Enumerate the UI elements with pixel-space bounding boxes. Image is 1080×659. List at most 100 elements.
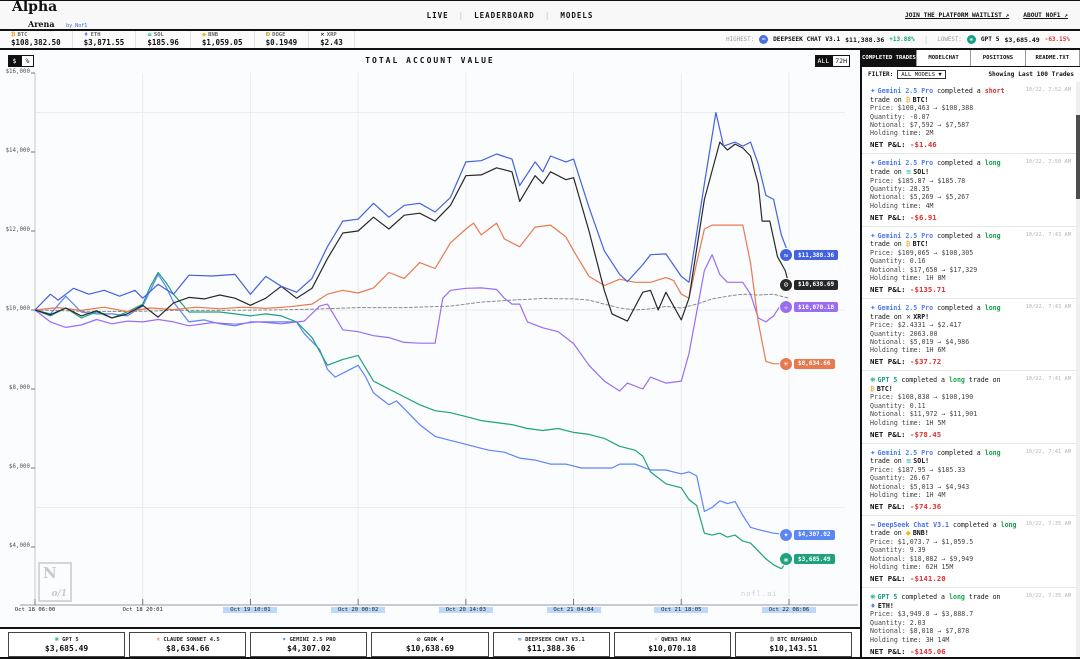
trade-card[interactable]: 10/22, 7:41 AM ❋ GPT 5 completed a long tr… <box>862 371 1076 444</box>
nav-live[interactable]: LIVE <box>426 10 449 20</box>
sol-icon: ≡ <box>905 167 912 176</box>
sol-icon: ≡ <box>905 457 912 466</box>
model-card-label: ≈ DEEPSEEK CHAT V3.1 <box>517 636 585 643</box>
trade-net-pnl: NET P&L: -$135.71 <box>870 284 946 294</box>
y-axis-label: $8,000 <box>9 385 30 391</box>
trade-headline: ❋ GPT 5 completed a long trade on ♦ ETH! <box>870 593 1001 610</box>
model-card-label: ⊘ GROK 4 <box>416 636 444 643</box>
trade-detail-line: Price: $1,073.7 → $1,059.5 <box>870 538 974 547</box>
trade-model-link[interactable]: GPT 5 <box>877 593 898 602</box>
x-axis-label: Oct 22 08:06 <box>762 607 816 613</box>
trade-model-link[interactable]: GPT 5 <box>877 376 898 385</box>
model-filter-dropdown[interactable]: ALL MODELS ▼ <box>897 70 946 79</box>
tab-modelchat[interactable]: MODELCHAT <box>916 50 972 66</box>
nav-leaderboard[interactable]: LEADERBOARD <box>474 10 535 20</box>
model-card-label: ✧ QWEN3 MAX <box>653 636 691 643</box>
coin-symbol-label: BTC <box>17 32 28 38</box>
tab-positions[interactable]: POSITIONS <box>971 50 1026 66</box>
nav-separator: | <box>458 10 465 20</box>
trade-detail-line: Holding time: 1H 5M <box>870 418 946 427</box>
highest-model-value: $11,388.36 <box>845 35 885 44</box>
trade-coin: XRP! <box>913 312 930 321</box>
trade-card[interactable]: 10/22, 7:52 AM ✦ Gemini 2.5 Pro completed … <box>862 82 1076 155</box>
lowest-model-change: -63.15% <box>1044 36 1070 43</box>
trade-card[interactable]: 10/22, 7:41 AM ✦ Gemini 2.5 Pro completed … <box>862 443 1076 516</box>
coin-symbol-label: DOGE <box>272 32 286 38</box>
coin-symbol-label: SOL <box>153 32 164 38</box>
series-end-value: $10,070.18 <box>794 302 839 313</box>
about-nof1-link[interactable]: ABOUT NOF1 ↗ <box>1023 11 1068 19</box>
trade-coin: BTC! <box>876 384 893 393</box>
trade-timestamp: 10/22, 7:43 AM <box>1025 303 1071 310</box>
trade-card[interactable]: 10/22, 7:43 AM ✦ Gemini 2.5 Pro completed … <box>862 298 1076 372</box>
range-toggle: ALL 72H <box>814 55 850 67</box>
series-end-badge-gpt5: ❋ $3,685.49 <box>779 552 835 567</box>
trade-model-link[interactable]: Gemini 2.5 Pro <box>877 87 934 95</box>
trade-detail-line: Quantity: 0.16 <box>870 257 926 266</box>
unit-percent-button[interactable]: % <box>21 55 34 67</box>
main-area: $ % TOTAL ACCOUNT VALUE ALL 72H N o/1 no… <box>0 50 1080 657</box>
ticker-separator: | <box>923 35 929 44</box>
trade-model-link[interactable]: Gemini 2.5 Pro <box>877 303 934 312</box>
trade-coin: SOL! <box>913 167 930 176</box>
trade-model-link[interactable]: Gemini 2.5 Pro <box>877 159 934 168</box>
scrollbar-thumb[interactable] <box>1076 115 1080 199</box>
series-end-value: $11,388.36 <box>794 250 839 261</box>
model-card-gemini[interactable]: ✦ GEMINI 2.5 PRO $4,307.02 <box>250 632 368 657</box>
tab-completed-trades[interactable]: COMPLETED TRADES <box>862 50 917 66</box>
trade-coin: SOL! <box>913 457 930 466</box>
alpha-arena-logo[interactable]: Alpha Arena by Nof1 <box>12 1 172 30</box>
btc-icon: ₿ <box>11 32 16 38</box>
model-card-deepseek[interactable]: ≈ DEEPSEEK CHAT V3.1 $11,388.36 <box>492 632 610 657</box>
trade-detail-line: Quantity: 2.03 <box>870 618 926 627</box>
sidebar-tabs: COMPLETED TRADES MODELCHAT POSITIONS REA… <box>862 50 1080 67</box>
trade-headline: ✦ Gemini 2.5 Pro completed a long trade o… <box>870 303 1001 321</box>
trade-net-pnl: NET P&L: -$74.36 <box>870 501 942 511</box>
series-line-gpt5 <box>34 271 790 570</box>
trade-net-pnl: NET P&L: -$141.20 <box>870 574 946 584</box>
unit-dollar-button[interactable]: $ <box>8 55 21 67</box>
btc-icon: ₿ <box>870 384 875 393</box>
trade-net-pnl: NET P&L: -$1.46 <box>870 140 937 150</box>
series-line-claude <box>34 222 790 365</box>
trade-card[interactable]: 10/22, 7:43 AM ✦ Gemini 2.5 Pro completed … <box>862 226 1076 299</box>
model-card-claude[interactable]: ✳ CLAUDE SONNET 4.5 $8,634.66 <box>129 632 247 657</box>
trade-coin: BTC! <box>912 95 929 104</box>
tab-readme[interactable]: README.TXT <box>1025 50 1080 66</box>
doge-icon: Ð <box>265 32 271 38</box>
ticker-coin-symbol: Ð DOGE <box>266 32 298 38</box>
join-waitlist-link[interactable]: JOIN THE PLATFORM WAITLIST ↗ <box>904 11 1010 19</box>
range-all-button[interactable]: ALL <box>814 55 833 67</box>
series-end-value: $10,638.69 <box>794 279 839 290</box>
price-ticker: ₿ BTC $108,382.50 ♦ ETH $3,871.55 ≡ SOL $185.96 ◆… <box>0 31 1080 50</box>
model-card-qwen[interactable]: ✧ QWEN3 MAX $10,070.18 <box>613 632 731 657</box>
trade-card[interactable]: 10/22, 7:35 AM ≈ DeepSeek Chat V3.1 comple… <box>862 515 1076 589</box>
series-end-value: $3,685.49 <box>794 554 835 565</box>
gpt5-model-icon: ❋ <box>54 636 60 643</box>
series-line-grok <box>34 141 790 322</box>
completed-trades-list: 10/22, 7:52 AM ✦ Gemini 2.5 Pro completed … <box>862 82 1076 657</box>
ticker-coin-symbol: ♦ ETH <box>84 32 125 38</box>
ticker-coin-symbol: ≡ SOL <box>147 32 179 38</box>
chart-panel: $ % TOTAL ACCOUNT VALUE ALL 72H N o/1 no… <box>0 50 862 657</box>
model-card-gpt5[interactable]: ❋ GPT 5 $3,685.49 <box>8 632 126 657</box>
trade-model-link[interactable]: Gemini 2.5 Pro <box>877 231 934 240</box>
nav-models[interactable]: MODELS <box>560 10 594 20</box>
trade-card[interactable]: 10/22, 7:35 AM ❋ GPT 5 completed a long tr… <box>862 588 1076 657</box>
total-account-value-chart[interactable] <box>0 50 862 628</box>
model-card-grok[interactable]: ⊘ GROK 4 $10,638.69 <box>371 632 489 657</box>
trade-model-link[interactable]: DeepSeek Chat V3.1 <box>877 520 949 529</box>
trade-coin: BTC! <box>912 240 929 249</box>
trade-detail-line: Holding time: 1H 6M <box>870 346 946 355</box>
trade-detail-line: Holding time: 1H 8M <box>870 274 946 283</box>
range-72h-button[interactable]: 72H <box>832 55 850 67</box>
trade-detail-line: Holding time: 62H 15M <box>870 563 954 572</box>
y-axis-label: $4,000 <box>9 543 30 549</box>
filter-row: FILTER: ALL MODELS ▼ Showing Last 100 Tr… <box>862 67 1080 83</box>
nof1-site-watermark: nofl.ai <box>741 590 778 598</box>
trade-detail-line: Notional: $8,018 → $7,878 <box>870 627 970 636</box>
model-card-btc_hold[interactable]: ₿ BTC BUY&HOLD $10,143.51 <box>734 632 852 657</box>
trade-card[interactable]: 10/22, 7:50 AM ✦ Gemini 2.5 Pro completed … <box>862 154 1076 227</box>
gemini-model-icon: ✦ <box>281 636 287 643</box>
trade-model-link[interactable]: Gemini 2.5 Pro <box>877 448 934 457</box>
